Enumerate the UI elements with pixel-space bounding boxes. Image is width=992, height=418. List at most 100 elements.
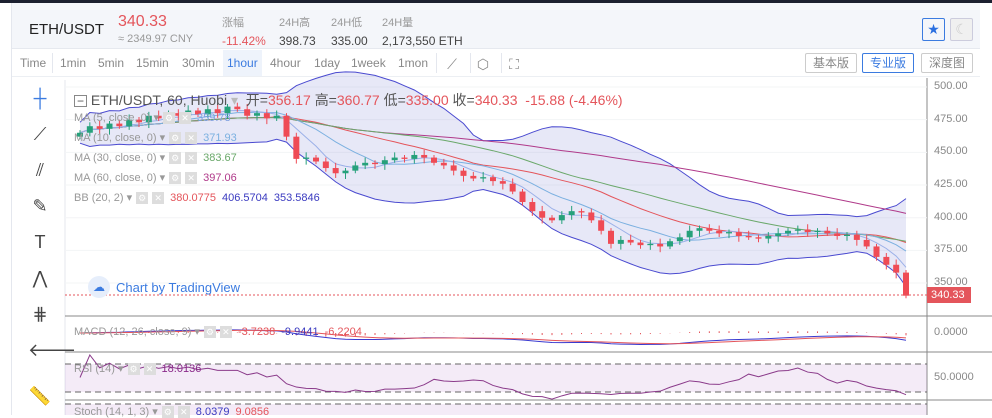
candle — [254, 113, 260, 116]
left-edge-panel — [0, 3, 12, 415]
tf-30min[interactable]: 30min — [182, 56, 215, 70]
candle — [853, 234, 860, 240]
candle — [490, 177, 496, 182]
candle — [706, 228, 713, 231]
legend-title: ETH/USDT, 60, Huobi — [90, 92, 228, 108]
candle — [883, 256, 890, 265]
candle — [794, 229, 801, 231]
candle — [440, 162, 447, 166]
candle — [381, 160, 388, 165]
cloud-icon: ☁ — [88, 276, 110, 298]
stat-volume: 24H量 2,173,550 ETH — [382, 17, 463, 48]
tf-1day[interactable]: 1day — [314, 56, 341, 70]
candle — [814, 230, 821, 233]
candle — [204, 109, 211, 115]
candle — [529, 202, 536, 212]
candle — [460, 170, 467, 176]
signal-line — [79, 329, 907, 345]
bb-lower-line — [79, 138, 907, 287]
legend-macd: MACD (12, 26, close, 9) ▾ ⚙ ✕ -3.7238 -9.944… — [74, 326, 362, 339]
back-arrow-icon[interactable]: 🡐 — [28, 340, 77, 360]
candle — [411, 154, 418, 159]
legend-ma60: MA (60, close, 0) ▾ ⚙ ✕ 397.06 — [74, 172, 237, 185]
candle — [667, 241, 673, 247]
candle — [421, 154, 428, 158]
tf-time[interactable]: Time — [20, 56, 47, 70]
bb-upper-line — [79, 71, 907, 218]
last-price: 340.33 — [118, 13, 167, 30]
fullscreen-icon[interactable]: ⛶ — [509, 56, 519, 72]
view-depth-button[interactable]: 深度图 — [921, 53, 974, 73]
tf-15min[interactable]: 15min — [136, 56, 169, 70]
candle — [263, 113, 270, 119]
tf-4hour[interactable]: 4hour — [270, 56, 301, 70]
pattern-icon[interactable]: ⋀ — [32, 268, 48, 288]
candle — [686, 230, 693, 238]
candle — [352, 165, 359, 171]
legend-bb: BB (20, 2) ▾ ⚙ ✕ 380.0775 406.5704 353.5846 — [74, 192, 320, 205]
fib-icon[interactable]: ⫽ — [35, 160, 45, 180]
candle — [519, 191, 526, 203]
tradingview-watermark[interactable]: ☁ Chart by TradingView — [88, 276, 240, 298]
tf-5min[interactable]: 5min — [98, 56, 125, 70]
drawing-toolbar: ┼ ⟋ ⫽ ✎ T ⋀ ⋕ 🡐 📏 — [20, 80, 77, 415]
crosshair-icon[interactable]: ┼ — [33, 88, 47, 108]
candle — [126, 119, 133, 127]
tf-1week[interactable]: 1week — [351, 56, 386, 70]
y-tick-label: 400.00 — [934, 210, 968, 223]
candle — [568, 211, 575, 216]
tf-1mon[interactable]: 1mon — [398, 56, 429, 70]
candle — [322, 161, 329, 169]
cny-price: ≈ 2349.97 CNY — [118, 33, 194, 45]
candle — [873, 246, 880, 257]
last-price-tag: 340.33 — [927, 287, 971, 303]
candle — [549, 217, 555, 221]
candle — [716, 230, 723, 234]
candle — [893, 264, 900, 273]
candle — [391, 157, 398, 161]
candle — [77, 132, 83, 137]
view-basic-button[interactable]: 基本版 — [805, 53, 858, 73]
candle — [499, 181, 506, 184]
candle — [844, 234, 850, 236]
candle — [539, 211, 546, 218]
candle — [509, 183, 516, 192]
collapse-icon[interactable]: − — [74, 95, 88, 107]
y-tick-label: 475.00 — [934, 112, 968, 125]
ruler-icon[interactable]: 📏 — [28, 386, 52, 406]
chart-type-icon[interactable]: ⟋ — [447, 56, 457, 72]
trend-line-icon[interactable]: ⟋ — [33, 124, 47, 144]
candle — [342, 170, 349, 174]
candle — [745, 235, 752, 238]
candle — [676, 237, 683, 242]
candle — [96, 126, 103, 129]
candle — [106, 123, 113, 129]
brush-icon[interactable]: ✎ — [32, 196, 48, 216]
candle — [234, 106, 241, 110]
candle — [578, 211, 585, 213]
candle — [145, 115, 152, 123]
candle — [617, 239, 624, 244]
candle — [657, 243, 664, 247]
stat-change: 涨幅 -11.42% — [222, 17, 266, 48]
moon-icon[interactable]: ☾ — [950, 18, 973, 41]
tf-1min[interactable]: 1min — [60, 56, 87, 70]
settings-icon[interactable]: ⬡ — [476, 56, 490, 72]
candle — [726, 232, 732, 234]
ma30-line — [79, 117, 907, 242]
candle — [195, 110, 201, 115]
candle — [224, 106, 231, 114]
legend-ma30: MA (30, close, 0) ▾ ⚙ ✕ 383.67 — [74, 152, 237, 165]
indicator-tick-label: 50.0000 — [934, 371, 974, 383]
text-icon[interactable]: T — [34, 232, 46, 252]
tf-1hour[interactable]: 1hour — [223, 50, 262, 76]
star-icon[interactable]: ★ — [922, 18, 945, 41]
measure-icon[interactable]: ⋕ — [32, 304, 48, 324]
view-pro-button[interactable]: 专业版 — [862, 53, 915, 73]
y-tick-label: 425.00 — [934, 178, 968, 191]
y-tick-label: 500.00 — [934, 80, 968, 92]
candle — [313, 157, 319, 162]
y-tick-label: 375.00 — [934, 243, 968, 256]
candle — [647, 243, 654, 246]
